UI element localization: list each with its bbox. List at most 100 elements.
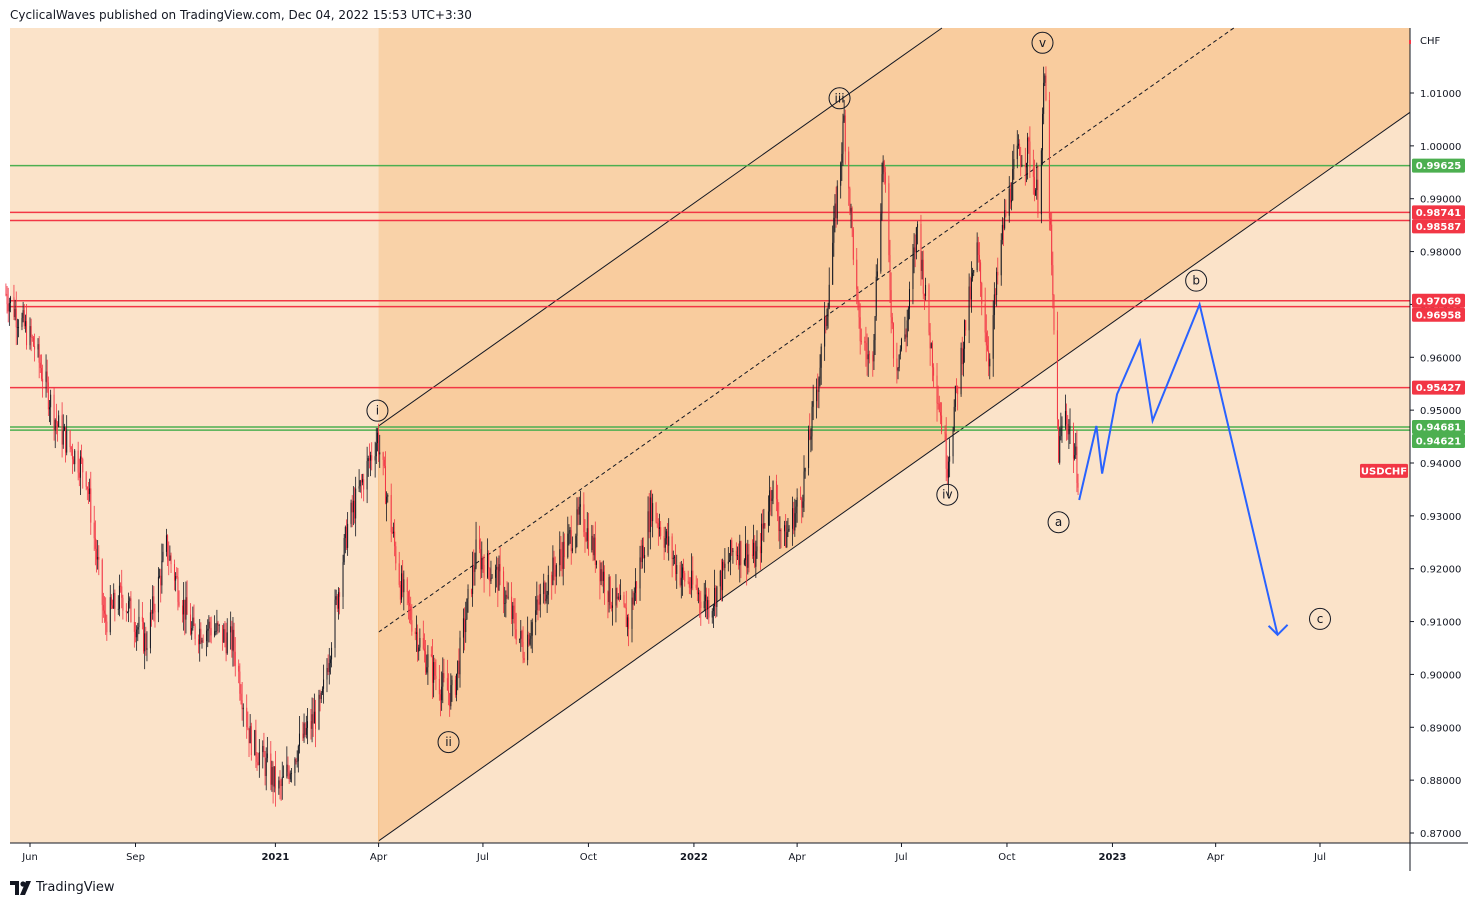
candle-body — [787, 530, 789, 533]
candle-body — [199, 628, 201, 645]
candle-body — [360, 480, 362, 483]
candle-body — [1068, 428, 1070, 435]
candle-body — [632, 597, 634, 605]
candle-body — [441, 686, 443, 701]
candle-body — [395, 546, 397, 564]
candle-body — [194, 625, 196, 640]
candle-body — [664, 538, 666, 548]
candle-body — [264, 756, 266, 777]
time-tick-label: 2021 — [261, 852, 289, 863]
candle-body — [623, 595, 625, 605]
candle-body — [134, 631, 136, 638]
candle-body — [633, 592, 635, 605]
candle-body — [1061, 425, 1063, 429]
candle-body — [287, 764, 289, 772]
candle-body — [610, 605, 612, 608]
candle-body — [715, 587, 717, 607]
candle-body — [691, 570, 693, 589]
candle-body — [86, 486, 88, 490]
candle-body — [1035, 190, 1037, 196]
wave-label-v: v — [1039, 36, 1046, 50]
candle-body — [788, 528, 790, 531]
candle-body — [579, 504, 581, 507]
candle-body — [85, 472, 87, 487]
price-tag-label: 0.94621 — [1416, 437, 1462, 448]
publisher-header: CyclicalWaves published on TradingView.c… — [10, 8, 472, 22]
candle-body — [69, 430, 71, 448]
candle-body — [371, 455, 373, 461]
candle-body — [336, 596, 338, 609]
candle-body — [1027, 137, 1029, 164]
candle-body — [952, 430, 954, 457]
candle-body — [652, 503, 654, 522]
candle-body — [792, 508, 794, 529]
candle-body — [724, 563, 726, 568]
candle-body — [1012, 169, 1014, 201]
candle-body — [656, 522, 658, 524]
candle-body — [785, 525, 787, 548]
candle-body — [232, 629, 234, 651]
candle-body — [334, 599, 336, 648]
candle-body — [522, 641, 524, 659]
candle-body — [223, 629, 225, 643]
candle-body — [462, 618, 464, 638]
candle-body — [507, 596, 509, 598]
candle-body — [655, 503, 657, 523]
time-tick-label: Apr — [370, 852, 388, 863]
candle-body — [899, 349, 901, 355]
candle-body — [748, 554, 750, 556]
candle-body — [559, 549, 561, 566]
candle-body — [514, 613, 516, 630]
candle-body — [570, 530, 572, 552]
candle-body — [410, 606, 412, 621]
candle-body — [944, 432, 946, 434]
candle-body — [946, 468, 948, 478]
price-tag-box — [1412, 205, 1465, 220]
candle-body — [255, 730, 257, 757]
projection-arrowhead — [1267, 624, 1289, 637]
candle-body — [457, 660, 459, 674]
footer-brand[interactable]: TradingView — [36, 880, 115, 895]
candle-body — [358, 486, 360, 489]
candle-body — [543, 582, 545, 595]
candle-body — [857, 289, 859, 302]
candle-body — [937, 403, 939, 404]
candle-body — [552, 557, 554, 586]
wave-label-iv: iv — [942, 488, 952, 502]
candle-body — [817, 389, 819, 392]
candle-body — [743, 560, 745, 565]
candle-body — [256, 756, 258, 763]
candle-body — [1028, 137, 1030, 142]
candle-body — [945, 433, 947, 469]
candle-body — [169, 555, 171, 561]
candle-body — [816, 389, 818, 402]
candle-body — [867, 354, 869, 360]
candle-body — [554, 569, 556, 577]
candle-body — [722, 561, 724, 591]
wave-label-circle — [936, 483, 959, 506]
candle-body — [803, 471, 805, 502]
candle-body — [1044, 75, 1046, 83]
candle-body — [936, 375, 938, 404]
candle-body — [464, 618, 466, 633]
candle-body — [930, 343, 932, 349]
candle-body — [777, 499, 779, 517]
candle-body — [426, 667, 428, 673]
candle-body — [57, 423, 59, 427]
time-axis[interactable]: Jun Sep 2021 Apr Jul Oct 2022 Apr Jul Oct 2023 Apr J… — [21, 843, 1326, 863]
candle-body — [367, 458, 369, 462]
candle-body — [728, 560, 730, 562]
candle-body — [624, 604, 626, 608]
candle-body — [529, 638, 531, 645]
wave-label-circle — [828, 87, 851, 110]
candle-body — [1051, 224, 1053, 266]
candle-body — [34, 346, 36, 350]
candle-body — [949, 456, 951, 462]
candle-body — [422, 638, 424, 649]
candle-body — [672, 557, 674, 560]
candle-body — [1043, 82, 1045, 114]
candle-body — [530, 635, 532, 639]
candle-body — [279, 780, 281, 785]
candle-body — [130, 598, 132, 623]
